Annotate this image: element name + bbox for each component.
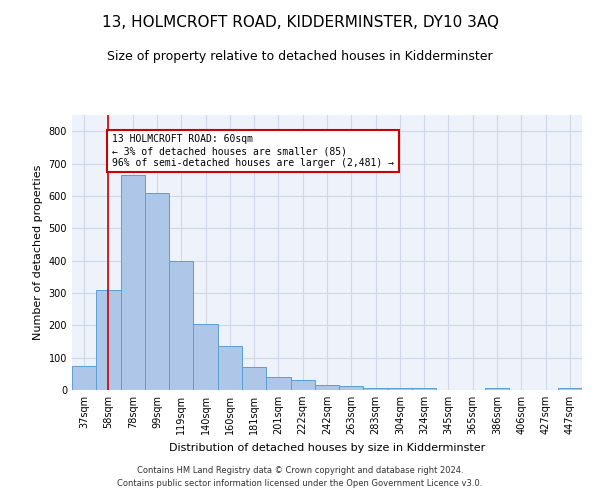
Bar [290, 380, 315, 390]
Bar [72, 366, 96, 390]
Bar [412, 388, 436, 390]
Bar [193, 324, 218, 390]
X-axis label: Distribution of detached houses by size in Kidderminster: Distribution of detached houses by size … [169, 442, 485, 452]
Bar [169, 260, 193, 390]
Text: Contains HM Land Registry data © Crown copyright and database right 2024.
Contai: Contains HM Land Registry data © Crown c… [118, 466, 482, 487]
Text: Size of property relative to detached houses in Kidderminster: Size of property relative to detached ho… [107, 50, 493, 63]
Bar [388, 388, 412, 390]
Bar [364, 388, 388, 390]
Bar [242, 368, 266, 390]
Bar [218, 346, 242, 390]
Bar [145, 192, 169, 390]
Text: 13, HOLMCROFT ROAD, KIDDERMINSTER, DY10 3AQ: 13, HOLMCROFT ROAD, KIDDERMINSTER, DY10 … [101, 15, 499, 30]
Bar [558, 388, 582, 390]
Y-axis label: Number of detached properties: Number of detached properties [33, 165, 43, 340]
Bar [266, 377, 290, 390]
Bar [121, 175, 145, 390]
Bar [315, 384, 339, 390]
Bar [96, 290, 121, 390]
Bar [339, 386, 364, 390]
Bar [485, 388, 509, 390]
Text: 13 HOLMCROFT ROAD: 60sqm
← 3% of detached houses are smaller (85)
96% of semi-de: 13 HOLMCROFT ROAD: 60sqm ← 3% of detache… [112, 134, 394, 168]
